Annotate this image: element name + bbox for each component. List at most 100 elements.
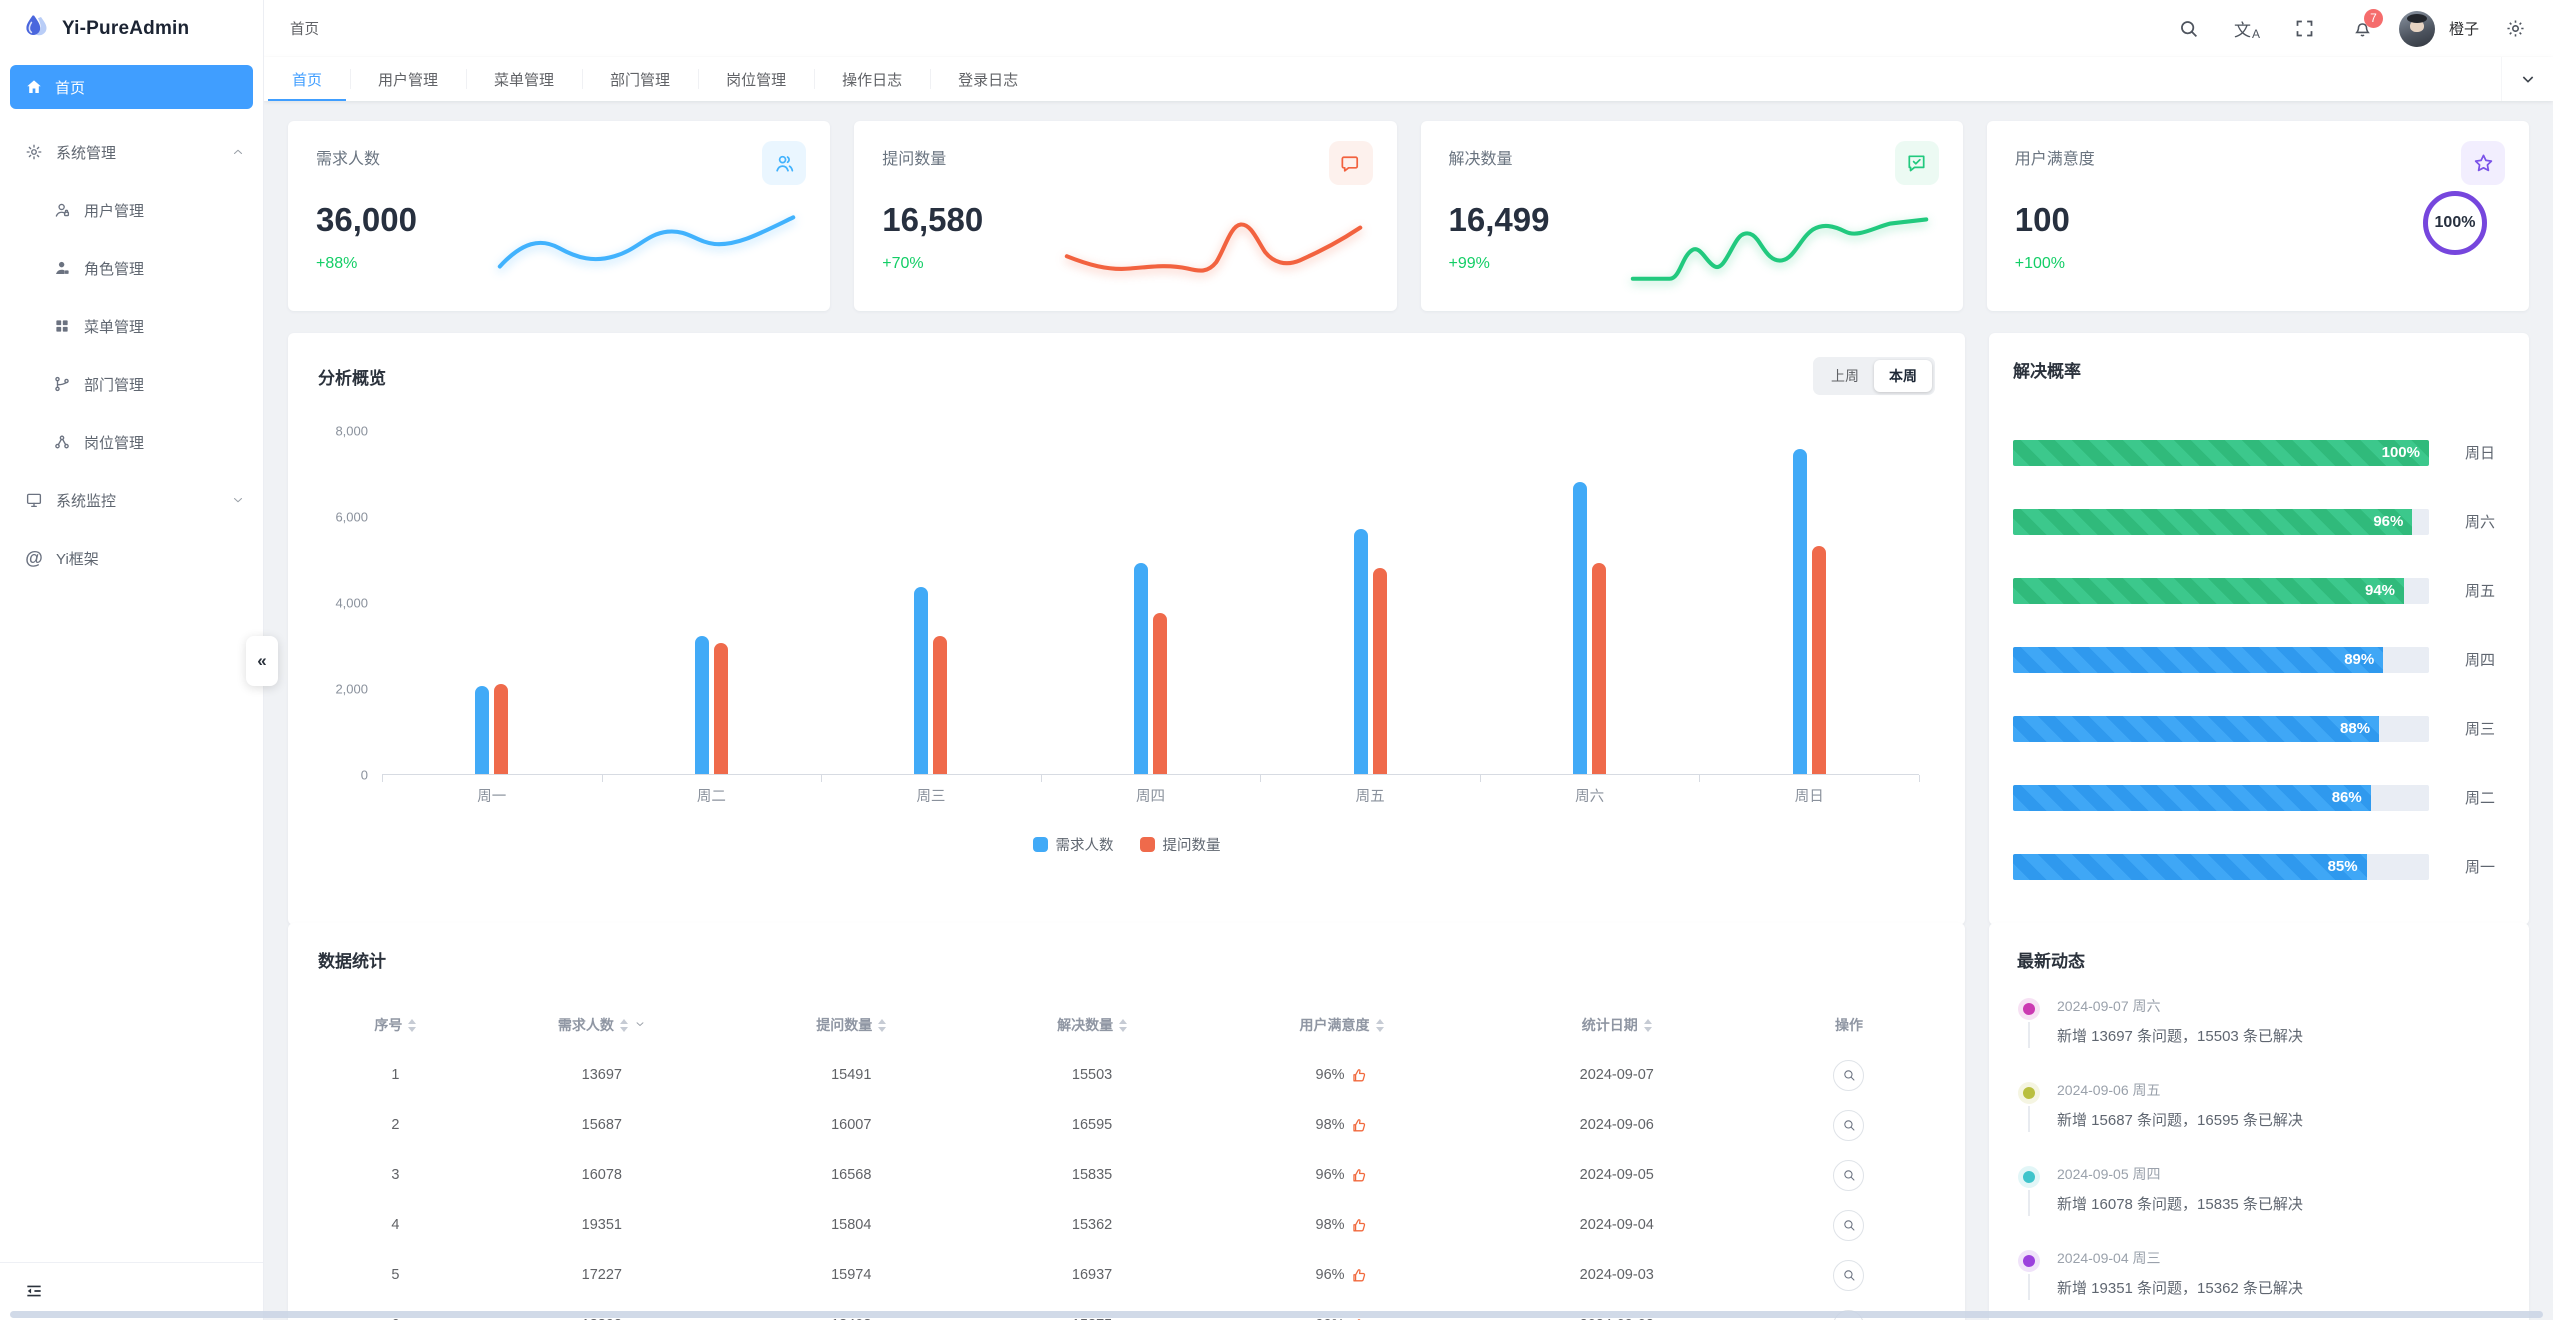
sidebar-item-角色管理[interactable]: 角色管理 <box>0 239 263 297</box>
sort-asc-icon[interactable] <box>408 1018 417 1024</box>
sort-carets-icon[interactable] <box>1119 1018 1128 1032</box>
magnifier-icon <box>1842 1268 1856 1282</box>
menu-grid-icon <box>52 316 72 336</box>
x-axis-label: 周六 <box>1575 789 1605 805</box>
sort-asc-icon[interactable] <box>1643 1018 1652 1024</box>
sort-desc-icon[interactable] <box>408 1026 417 1032</box>
tab-首页[interactable]: 首页 <box>264 57 350 101</box>
app-logo[interactable]: Yi-PureAdmin <box>0 0 263 57</box>
column-header-解决数量[interactable]: 解决数量 <box>972 1015 1213 1035</box>
sort-asc-icon[interactable] <box>1375 1018 1384 1024</box>
cell-op[interactable] <box>1763 1109 1935 1141</box>
notification-bell-icon[interactable]: 7 <box>2341 7 2385 51</box>
row-view-button[interactable] <box>1833 1059 1865 1091</box>
sort-desc-icon[interactable] <box>619 1026 628 1032</box>
sidebar-item-系统监控[interactable]: 系统监控 <box>0 471 263 529</box>
sort-carets-icon[interactable] <box>619 1018 628 1032</box>
tab-label: 岗位管理 <box>726 71 787 89</box>
column-header-需求人数[interactable]: 需求人数 <box>473 1015 731 1035</box>
cell-value: 15491 <box>831 1067 872 1083</box>
tab-label: 首页 <box>292 71 323 89</box>
column-header-label: 序号 <box>374 1017 403 1033</box>
sidebar-item-Yi框架[interactable]: @ Yi框架 <box>0 529 263 587</box>
cell-date: 2024-09-06 <box>1471 1117 1763 1133</box>
column-header-统计日期[interactable]: 统计日期 <box>1471 1015 1763 1035</box>
column-header-label: 解决数量 <box>1057 1017 1114 1033</box>
row-view-button[interactable] <box>1833 1259 1865 1291</box>
sort-carets-icon[interactable] <box>1643 1018 1652 1032</box>
sidebar-item-部门管理[interactable]: 部门管理 <box>0 355 263 413</box>
tab-岗位管理[interactable]: 岗位管理 <box>698 57 814 101</box>
timeline-connector <box>2028 1106 2030 1132</box>
sidebar-item-菜单管理[interactable]: 菜单管理 <box>0 297 263 355</box>
tab-菜单管理[interactable]: 菜单管理 <box>466 57 582 101</box>
row-view-button[interactable] <box>1833 1209 1865 1241</box>
bar-提问数量 <box>1372 568 1387 774</box>
tab-用户管理[interactable]: 用户管理 <box>350 57 466 101</box>
sidebar-item-用户管理[interactable]: 用户管理 <box>0 181 263 239</box>
row-view-button[interactable] <box>1833 1159 1865 1191</box>
sort-asc-icon[interactable] <box>878 1018 887 1024</box>
cell-date: 2024-09-05 <box>1471 1167 1763 1183</box>
user-name[interactable]: 橙子 <box>2448 21 2479 38</box>
sort-asc-icon[interactable] <box>619 1018 628 1024</box>
fullscreen-icon[interactable] <box>2283 7 2327 51</box>
column-filter-chevron-icon[interactable] <box>634 1017 646 1033</box>
column-header-序号[interactable]: 序号 <box>318 1015 473 1035</box>
cell-op[interactable] <box>1763 1209 1935 1241</box>
sort-carets-icon[interactable] <box>878 1018 887 1032</box>
cell-op[interactable] <box>1763 1159 1935 1191</box>
cell-solved: 15375 <box>972 1317 1213 1320</box>
breadcrumb[interactable]: 首页 <box>290 22 319 38</box>
solve-bar-fill: 89% <box>2013 646 2384 673</box>
sort-asc-icon[interactable] <box>1119 1018 1128 1024</box>
analysis-overview-card: 分析概览 上周 本周 0 2,000 4,000 6,000 8,000 周一 周二 周三 周四… <box>288 333 1965 925</box>
sort-carets-icon[interactable] <box>1375 1018 1384 1032</box>
sidebar-item-岗位管理[interactable]: 岗位管理 <box>0 413 263 471</box>
sort-desc-icon[interactable] <box>1643 1026 1652 1032</box>
horizontal-scrollbar[interactable] <box>10 1311 2543 1318</box>
column-header-提问数量[interactable]: 提问数量 <box>731 1015 972 1035</box>
latest-activity-card: 最新动态 2024-09-07 周六 新增 13697 条问题，15503 条已解… <box>1989 923 2529 1320</box>
sort-desc-icon[interactable] <box>878 1026 887 1032</box>
stat-card-delta: +100% <box>2014 255 2066 272</box>
y-axis-tick: 2,000 <box>335 681 368 697</box>
user-avatar[interactable] <box>2398 10 2435 47</box>
column-header-label: 需求人数 <box>557 1017 614 1033</box>
tabs-dropdown-icon[interactable] <box>2501 57 2553 101</box>
toggle-上周[interactable]: 上周 <box>1816 360 1874 392</box>
tab-登录日志[interactable]: 登录日志 <box>930 57 1046 101</box>
sidebar-collapse-handle[interactable]: « <box>246 636 278 686</box>
settings-gear-icon[interactable] <box>2493 7 2537 51</box>
legend-item-提问数量[interactable]: 提问数量 <box>1139 834 1221 855</box>
bar-group-周六 <box>1480 431 1700 774</box>
stat-card-delta: +88% <box>316 255 358 272</box>
cell-value: 2024-09-02 <box>1580 1317 1654 1320</box>
sort-desc-icon[interactable] <box>1375 1026 1384 1032</box>
cell-op[interactable] <box>1763 1259 1935 1291</box>
logo-drop-icon <box>22 12 50 45</box>
sort-carets-icon[interactable] <box>408 1018 417 1032</box>
cell-op[interactable] <box>1763 1059 1935 1091</box>
sidebar-item-home[interactable]: 首页 <box>10 65 253 109</box>
tab-label: 菜单管理 <box>494 71 555 89</box>
menu-fold-icon[interactable] <box>24 1281 46 1303</box>
cell-index: 6 <box>318 1317 473 1320</box>
column-header-用户满意度[interactable]: 用户满意度 <box>1213 1015 1471 1035</box>
tab-部门管理[interactable]: 部门管理 <box>582 57 698 101</box>
tab-操作日志[interactable]: 操作日志 <box>814 57 930 101</box>
notification-badge: 7 <box>2363 8 2383 28</box>
solve-probability-rows: 100% 周日 96% 周六 94% 周五 89% 周四 88% 周三 86% 周二 85% 周一 <box>2013 418 2505 901</box>
stat-card-delta: +70% <box>882 255 924 272</box>
row-view-button[interactable] <box>1833 1109 1865 1141</box>
toggle-本周[interactable]: 本周 <box>1874 360 1932 392</box>
legend-item-需求人数[interactable]: 需求人数 <box>1032 834 1114 855</box>
sidebar-item-系统管理[interactable]: 系统管理 <box>0 123 263 181</box>
cell-index: 3 <box>318 1167 473 1183</box>
sort-desc-icon[interactable] <box>1119 1026 1128 1032</box>
stat-card-value: 16,580 <box>882 201 984 238</box>
search-icon[interactable] <box>2167 7 2211 51</box>
bar-group-周五 <box>1260 431 1480 774</box>
